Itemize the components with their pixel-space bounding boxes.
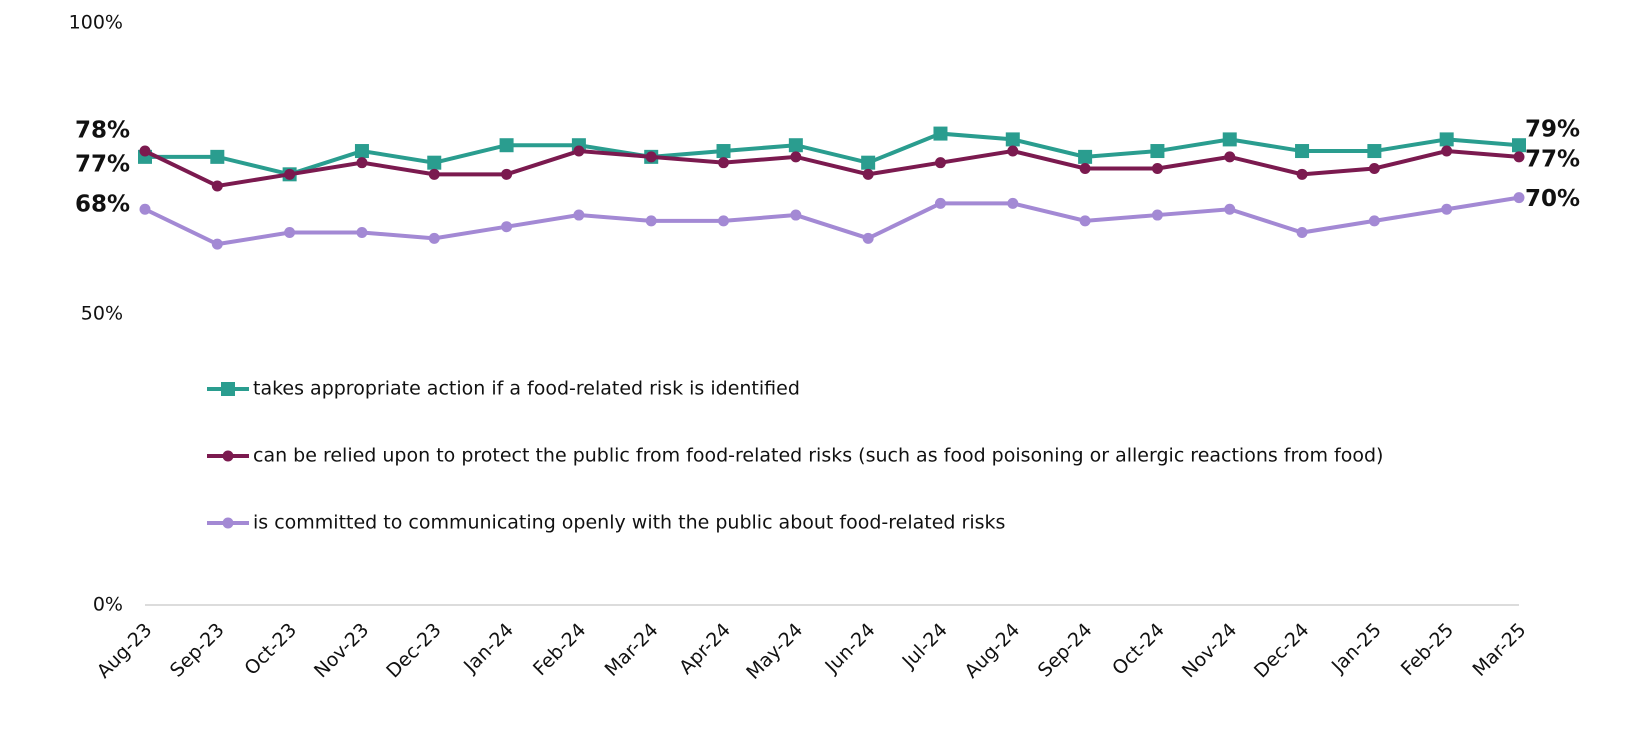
marker (1441, 145, 1453, 157)
marker (211, 238, 223, 250)
marker (284, 227, 296, 239)
legend-marker (222, 517, 234, 529)
y-tick-label: 50% (81, 303, 123, 325)
x-tick-label: Sep-24 (1034, 619, 1097, 682)
x-tick-label: May-24 (742, 619, 807, 684)
marker (934, 197, 946, 209)
x-tick-label: Mar-25 (1468, 619, 1530, 681)
marker (1513, 151, 1525, 163)
x-tick-label: Nov-24 (1178, 619, 1241, 682)
value-label: 70% (1525, 186, 1580, 212)
marker (573, 209, 585, 221)
x-tick-label: Feb-25 (1397, 619, 1458, 680)
marker (1441, 203, 1453, 215)
x-tick-label: Mar-24 (601, 619, 663, 681)
marker (1368, 163, 1380, 174)
marker (1150, 144, 1165, 159)
x-tick-label: Aug-23 (93, 619, 157, 683)
marker (862, 168, 874, 180)
marker (354, 144, 369, 159)
marker (1222, 132, 1237, 147)
value-label: 77% (1525, 146, 1580, 172)
value-label: 79% (1525, 117, 1580, 143)
y-tick-label: 100% (69, 12, 123, 34)
marker (645, 151, 657, 163)
marker (862, 232, 874, 244)
marker (284, 168, 296, 180)
x-tick-label: Oct-23 (240, 619, 301, 680)
marker (788, 138, 803, 153)
legend-marker (221, 382, 235, 396)
marker (1367, 144, 1382, 159)
marker (1007, 197, 1019, 209)
series-line (145, 131, 1520, 177)
marker (716, 144, 731, 159)
marker (501, 221, 513, 233)
marker (573, 145, 585, 157)
x-tick-label: Dec-23 (382, 619, 446, 683)
series-line (144, 149, 1520, 189)
marker (139, 203, 151, 215)
series-line (144, 195, 1520, 247)
marker (210, 149, 225, 164)
x-tick-label: Aug-24 (960, 619, 1024, 683)
legend-label: takes appropriate action if a food-relat… (253, 378, 800, 400)
marker (428, 232, 440, 244)
marker (1296, 168, 1308, 180)
marker (1224, 151, 1236, 163)
marker (1513, 192, 1525, 204)
marker (356, 227, 368, 239)
x-tick-label: Nov-23 (310, 619, 373, 682)
marker (211, 180, 223, 192)
marker (356, 157, 368, 169)
x-tick-label: Jun-24 (820, 619, 879, 678)
marker (1079, 163, 1091, 174)
marker (1078, 149, 1093, 164)
value-label: 78% (75, 118, 130, 144)
legend-marker (222, 450, 234, 462)
x-tick-label: Oct-24 (1108, 619, 1169, 680)
marker (645, 215, 657, 227)
x-tick-label: Apr-24 (675, 619, 735, 679)
marker (1151, 209, 1163, 221)
marker (428, 168, 440, 180)
marker (1151, 163, 1163, 174)
x-tick-label: Jan-25 (1327, 619, 1386, 678)
legend-label: is committed to communicating openly wit… (253, 512, 1005, 534)
y-tick-label: 0% (93, 594, 123, 616)
marker (790, 151, 802, 163)
marker (1295, 144, 1310, 159)
marker (139, 145, 151, 157)
marker (933, 126, 948, 141)
marker (501, 168, 513, 180)
x-tick-label: Feb-24 (529, 619, 590, 680)
value-label: 68% (75, 192, 130, 218)
marker (499, 138, 514, 153)
marker (1007, 145, 1019, 157)
marker (1079, 215, 1091, 227)
x-tick-label: Jan-24 (459, 619, 518, 678)
marker (718, 215, 730, 227)
legend-label: can be relied upon to protect the public… (253, 445, 1383, 467)
marker (718, 157, 730, 169)
marker (1368, 215, 1380, 227)
x-tick-label: Jul-24 (897, 619, 951, 673)
x-tick-label: Dec-24 (1250, 619, 1314, 683)
marker (1439, 132, 1454, 147)
marker (1005, 132, 1020, 147)
marker (790, 209, 802, 221)
marker (861, 155, 876, 170)
marker (934, 157, 946, 169)
x-tick-label: Sep-23 (166, 619, 229, 682)
marker (1296, 227, 1308, 239)
marker (1224, 203, 1236, 215)
marker (1512, 138, 1526, 153)
value-label: 77% (75, 151, 130, 177)
marker (427, 155, 442, 170)
